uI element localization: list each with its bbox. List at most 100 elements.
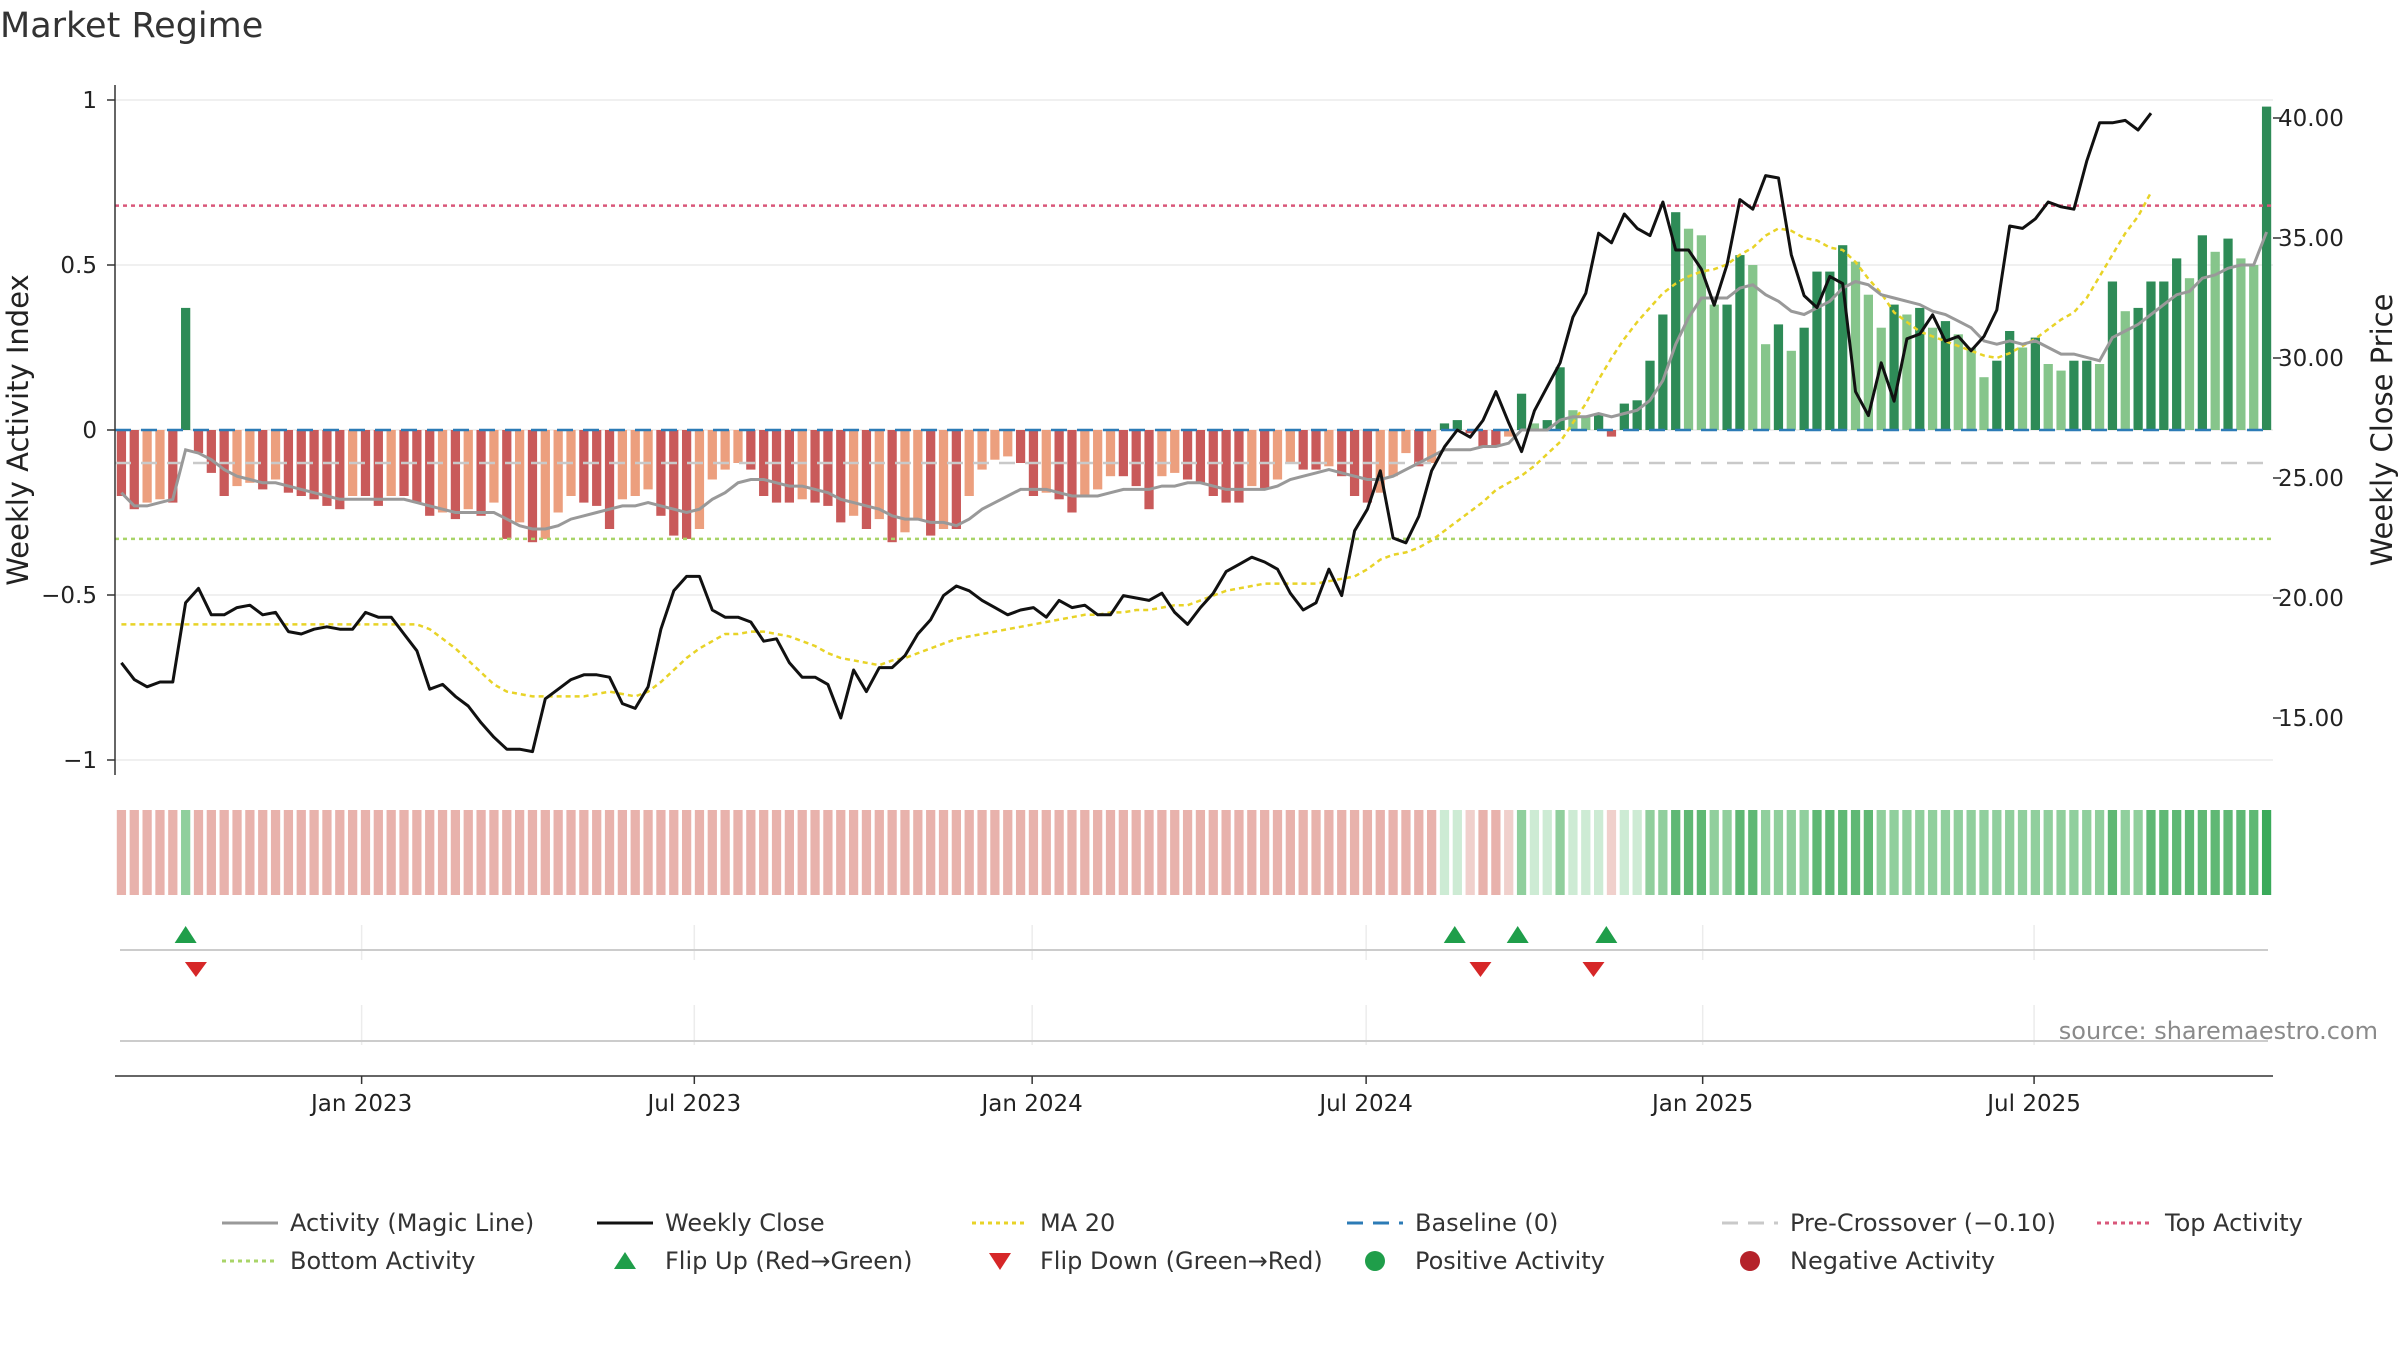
- regime-strip-cell: [1118, 810, 1128, 895]
- regime-strip-cell: [476, 810, 486, 895]
- regime-strip-cell: [489, 810, 499, 895]
- regime-strip-cell: [1028, 810, 1039, 895]
- activity-bar: [797, 430, 807, 500]
- regime-strip-cell: [1003, 810, 1013, 895]
- activity-bar: [592, 430, 602, 506]
- regime-strip-cell: [168, 810, 178, 895]
- flip-up-marker: [1506, 926, 1529, 943]
- activity-bar: [990, 430, 1000, 460]
- regime-strip-cell: [283, 810, 294, 895]
- regime-strip-cell: [1388, 810, 1398, 895]
- x-tick-label: Jan 2025: [1650, 1091, 1753, 1117]
- activity-bar: [1144, 430, 1154, 510]
- activity-bar: [784, 430, 794, 503]
- regime-strip-cell: [1516, 810, 1527, 895]
- activity-bar: [1632, 400, 1642, 430]
- activity-bar: [977, 430, 987, 470]
- activity-bar: [412, 430, 422, 503]
- flip-down-marker: [1582, 962, 1605, 977]
- activity-bar: [2082, 360, 2092, 430]
- legend-symbol-icon: [1347, 1221, 1403, 1225]
- y2-axis-title: Weekly Close Price: [2365, 294, 2399, 567]
- x-tick-label: Jul 2025: [1985, 1091, 2081, 1117]
- legend-item: Flip Up (Red→Green): [595, 1246, 913, 1276]
- activity-bar: [1439, 423, 1450, 430]
- activity-bar: [2146, 281, 2156, 430]
- regime-strip-cell: [1247, 810, 1257, 895]
- regime-strip-cell: [746, 810, 756, 895]
- regime-strip-cell: [2184, 810, 2195, 895]
- legend-item: Flip Down (Green→Red): [970, 1246, 1323, 1276]
- regime-strip-cell: [1414, 810, 1424, 895]
- activity-bar: [836, 430, 846, 523]
- regime-strip-cell: [1272, 810, 1283, 895]
- activity-bar: [206, 430, 216, 473]
- activity-bar: [1272, 430, 1283, 480]
- regime-strip-cell: [887, 810, 897, 895]
- regime-strip-cell: [656, 810, 666, 895]
- regime-strip-cell: [1773, 810, 1784, 895]
- legend-item: Activity (Magic Line): [220, 1208, 534, 1238]
- activity-bar: [2120, 311, 2130, 430]
- regime-strip-cell: [1015, 810, 1026, 895]
- regime-strip-cell: [245, 810, 255, 895]
- activity-bar: [848, 430, 859, 516]
- x-tick-label: Jan 2024: [979, 1091, 1082, 1117]
- activity-bar: [1414, 430, 1424, 467]
- activity-bar: [450, 430, 461, 520]
- activity-bar: [1003, 430, 1013, 457]
- regime-strip-cell: [2249, 810, 2259, 895]
- legend-label: Flip Up (Red→Green): [665, 1247, 913, 1275]
- regime-strip-cell: [1619, 810, 1629, 895]
- regime-strip-cell: [296, 810, 306, 895]
- activity-bar: [1247, 430, 1257, 487]
- magic-line: [120, 231, 2268, 531]
- regime-strip: [116, 810, 2272, 895]
- activity-bar: [515, 430, 525, 523]
- activity-bar: [1452, 420, 1462, 430]
- regime-strip-cell: [630, 810, 640, 895]
- activity-bar: [1696, 235, 1707, 430]
- legend-item: Pre-Crossover (−0.10): [1720, 1208, 2056, 1238]
- regime-strip-cell: [425, 810, 435, 895]
- regime-strip-cell: [373, 810, 383, 895]
- regime-strip-cell: [1221, 810, 1231, 895]
- regime-strip-cell: [1349, 810, 1360, 895]
- activity-bar: [1953, 334, 1963, 430]
- activity-bar: [2236, 258, 2246, 430]
- legend-item: MA 20: [970, 1208, 1115, 1238]
- regime-strip-cell: [1182, 810, 1193, 895]
- activity-bar: [1850, 261, 1861, 430]
- y-axis-title: Weekly Activity Index: [1, 274, 35, 585]
- regime-strip-cell: [270, 810, 281, 895]
- activity-bar: [373, 430, 383, 506]
- activity-bar: [926, 430, 936, 536]
- activity-bar: [1054, 430, 1064, 500]
- regime-strip-cell: [1940, 810, 1951, 895]
- regime-strip-cell: [836, 810, 846, 895]
- regime-strip-cell: [771, 810, 782, 895]
- legend-item: Baseline (0): [1345, 1208, 1558, 1238]
- activity-bar: [1542, 420, 1552, 430]
- activity-bar: [681, 430, 692, 539]
- regime-strip-cell: [2133, 810, 2143, 895]
- regime-strip-cell: [579, 810, 589, 895]
- regime-strip-cell: [2017, 810, 2028, 895]
- regime-strip-cell: [502, 810, 512, 895]
- activity-bar: [938, 430, 949, 529]
- y2-tick-label: 15.00: [2278, 706, 2344, 732]
- activity-bar: [270, 430, 281, 480]
- regime-strip-cell: [2094, 810, 2105, 895]
- regime-strip-cell: [1234, 810, 1244, 895]
- activity-bar: [1491, 430, 1501, 447]
- regime-strip-cell: [810, 810, 820, 895]
- legend-symbol-icon: [972, 1221, 1028, 1225]
- activity-bars: [116, 106, 2272, 543]
- legend-label: MA 20: [1040, 1209, 1116, 1237]
- activity-bar: [1876, 327, 1886, 430]
- activity-bar: [1465, 430, 1475, 434]
- regime-strip-cell: [1645, 810, 1655, 895]
- activity-bar: [1992, 360, 2002, 430]
- activity-bar: [2172, 258, 2182, 430]
- regime-strip-cell: [2197, 810, 2207, 895]
